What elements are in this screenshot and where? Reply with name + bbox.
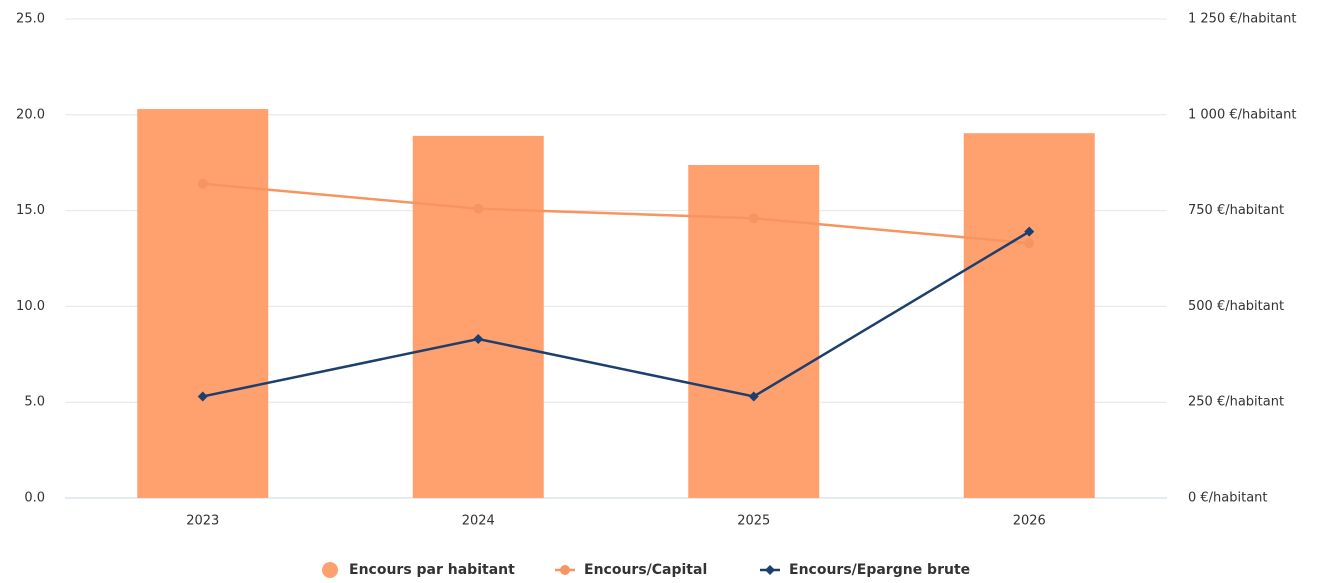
line-marker [748,391,759,402]
line-marker [473,333,484,344]
y-tick-label: 10.0 [16,299,45,314]
y-tick-label: 5.0 [24,395,45,410]
y-tick-label: 15.0 [16,203,45,218]
line-marker [1024,238,1035,249]
x-tick-label: 2025 [737,514,770,529]
line [202,182,1030,245]
y2-tick-label: 1 250 €/habitant [1188,12,1296,27]
line [202,230,1030,398]
legend-label: Encours par habitant [349,562,515,578]
line-marker [473,203,484,214]
line-marker [197,178,208,189]
bar [963,133,1095,498]
y2-tick-label: 1 000 €/habitant [1188,107,1296,122]
bar [137,109,269,498]
x-tick-label: 2026 [1013,514,1046,529]
y2-tick-label: 0 €/habitant [1188,491,1268,506]
legend-marker [765,565,775,575]
x-tick-label: 2023 [186,514,219,529]
y-tick-label: 20.0 [16,107,45,122]
x-tick-label: 2024 [462,514,495,529]
y2-tick-label: 250 €/habitant [1188,395,1284,410]
line-marker [748,213,759,224]
legend-label: Encours/Capital [584,562,707,578]
legend-marker [560,565,570,575]
bar [412,135,544,498]
line-marker [197,391,208,402]
y2-tick-label: 500 €/habitant [1188,299,1284,314]
legend-symbol [322,562,338,578]
y-tick-label: 0.0 [24,491,45,506]
legend-label: Encours/Epargne brute [789,562,970,578]
line-marker [1024,226,1035,237]
y2-tick-label: 750 €/habitant [1188,203,1284,218]
y-tick-label: 25.0 [16,12,45,27]
